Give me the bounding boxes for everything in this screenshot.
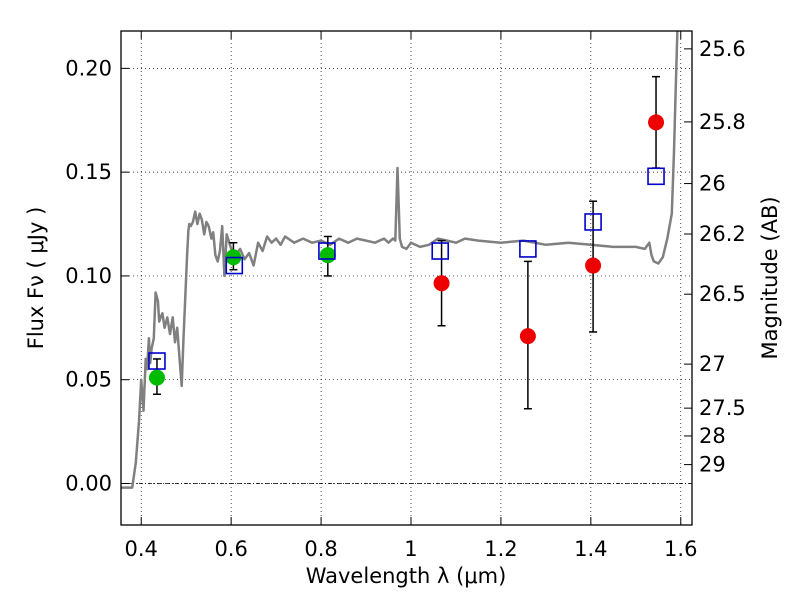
- plot-frame: [120, 30, 693, 526]
- ticks: 0.4 0.6 0.8 1 1.2 1.4 1.6 0.00 0.05 0.10 0.15 0.20 2…: [65, 31, 746, 561]
- y-axis-label: Flux Fν ( μJy ): [24, 207, 48, 350]
- x-tick-label: 0.4: [125, 537, 158, 561]
- y2-tick-label: 29: [699, 453, 726, 477]
- x-tick-label: 1.4: [574, 537, 607, 561]
- y2-tick-label: 27.5: [699, 396, 746, 420]
- grid: [121, 31, 692, 525]
- data-point: [648, 114, 665, 131]
- x-tick-label: 0.8: [304, 537, 337, 561]
- data-point: [585, 257, 602, 274]
- y2-tick-label: 27: [699, 352, 726, 376]
- y2-tick-label: 28: [699, 424, 726, 448]
- model-photometry-square: [647, 167, 665, 186]
- x-axis-label: Wavelength λ (μm): [306, 564, 507, 588]
- y-tick-label: 0.20: [65, 56, 112, 80]
- model-photometry-square: [148, 352, 166, 370]
- data-point: [433, 275, 450, 292]
- x-tick-label: 1.6: [664, 537, 697, 561]
- x-tick-label: 1: [404, 537, 417, 561]
- model-photometry-square: [225, 256, 244, 275]
- model-photometry-square: [318, 242, 336, 260]
- y2-axis-label: Magnitude (AB): [758, 196, 782, 359]
- model-photometry-square: [519, 240, 537, 258]
- y-tick-label: 0.10: [65, 264, 112, 288]
- model-photometry-square: [431, 242, 450, 260]
- y-tick-label: 0.00: [65, 471, 112, 495]
- y-tick-label: 0.15: [65, 160, 112, 184]
- x-tick-label: 0.6: [214, 537, 247, 561]
- y2-tick-label: 25.6: [699, 37, 746, 61]
- y2-tick-label: 25.8: [699, 110, 746, 134]
- y2-tick-label: 26.5: [699, 282, 746, 306]
- x-tick-label: 1.2: [484, 537, 517, 561]
- model-photometry-square: [584, 213, 602, 231]
- data-point: [519, 328, 536, 345]
- model-spectrum-line: [121, 31, 679, 489]
- y2-tick-label: 26: [699, 172, 726, 196]
- y-tick-label: 0.05: [65, 368, 112, 392]
- y2-tick-label: 26.2: [699, 222, 746, 246]
- data-point: [148, 369, 165, 386]
- plot-area: [121, 31, 679, 489]
- data-point: [319, 247, 336, 264]
